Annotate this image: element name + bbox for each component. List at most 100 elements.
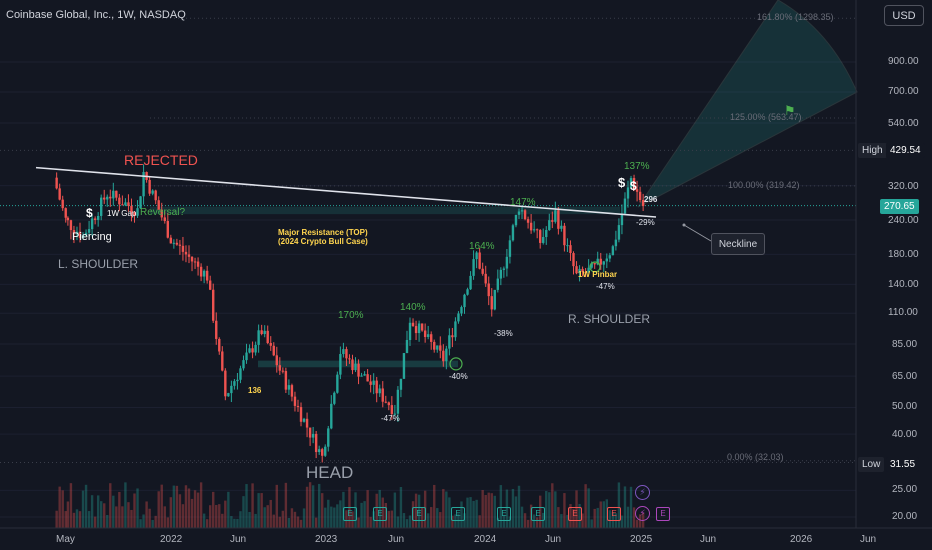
currency-button[interactable]: USD [884,5,924,26]
pct-drop-label: -29% [636,218,655,227]
candle-body [106,196,109,200]
candle-body [296,405,300,408]
volume-bar [548,492,551,528]
volume-bar [605,499,609,528]
volume-bar [414,493,418,528]
volume-bar [275,484,278,528]
volume-bar [575,490,578,528]
price-tick: 900.00 [888,56,919,67]
candle-body [190,256,194,262]
volume-bar [384,502,387,528]
candle-body [302,418,306,422]
volume-bar [281,510,285,528]
volume-bar [560,514,563,528]
earnings-icon[interactable]: E [412,507,426,521]
candle-body [563,225,566,246]
candle-body [317,449,321,453]
volume-bar [520,506,524,528]
earnings-icon[interactable]: E [497,507,511,521]
volume-bar [426,513,430,528]
earnings-icon[interactable]: E [343,507,357,521]
volume-bar [454,514,457,528]
volume-bar [508,516,512,528]
volume-bar [378,489,381,528]
piercing-annotation: Piercing [72,231,112,243]
volume-bar [190,498,194,528]
earnings-icon[interactable]: E [607,507,621,521]
volume-bar [563,493,566,528]
candle-body [299,407,303,422]
volume-bar [166,517,170,528]
lightning-event-icon[interactable]: ⚡ [635,506,650,521]
time-tick: Jun [860,534,877,545]
time-tick: Jun [388,534,405,545]
neckline [35,166,657,218]
candle-body [560,225,563,229]
earnings-icon[interactable]: E [531,507,545,521]
volume-bar [405,519,409,528]
candle-body [372,380,375,385]
grid [0,61,856,518]
candle-body [384,401,387,403]
volume-bar [608,510,612,528]
neckline-callout-pointer [683,224,712,242]
volume-bar [151,519,154,528]
volume-bar [566,514,569,528]
volume-bar [287,518,291,528]
volume-bar [242,496,245,528]
candle-body [605,258,609,262]
left-shoulder-label: L. SHOULDER [58,257,139,271]
candle-body [112,190,115,199]
candle-body [78,231,82,239]
candle-body [478,252,481,269]
volume-bar [587,488,590,528]
reversal-annotation: Reversal? [140,207,186,218]
candle-body [405,340,409,354]
candle-body [269,343,272,346]
candle-body [278,365,282,371]
volume-bar [260,493,263,528]
time-tick: 2022 [160,534,183,545]
candle-body [587,267,590,273]
earnings-icon[interactable]: E [373,507,387,521]
volume-bar [366,490,369,528]
volume-bar [61,490,64,528]
candle-body [554,210,557,222]
price-tick: 85.00 [892,339,918,350]
lightning-event-icon[interactable]: ⚡ [635,485,650,500]
candle-body [623,198,627,214]
volume-bar [626,506,630,528]
candle-body [248,348,251,353]
candle-body [517,211,521,215]
candle-body [136,208,139,216]
event-icon[interactable]: E [656,507,670,521]
volume-bars [55,482,645,528]
price-tick: 25.00 [892,484,918,495]
resistance-annotation-title: Major Resistance (TOP) [278,228,368,237]
candle-body [103,197,106,200]
volume-bar [58,486,61,528]
candle-body [611,246,615,256]
time-tick: 2025 [630,534,653,545]
candle-body [490,296,493,310]
volume-bar [99,501,103,528]
candle-body [133,212,136,216]
earnings-icon[interactable]: E [568,507,582,521]
candle-body [354,363,357,371]
candle-body [151,190,154,194]
volume-bar [266,505,269,528]
volume-bar [336,504,339,528]
dollar-marker-left: $ [86,206,93,220]
candle-body [172,242,176,244]
volume-bar [375,493,378,528]
pct-gain-label: 140% [400,302,426,313]
volume-bar [493,495,496,528]
fib-target-fan [637,0,858,208]
volume-bar [511,488,515,528]
earnings-icon[interactable]: E [451,507,465,521]
candle-body [199,266,203,277]
candle-body [208,280,212,290]
candle-body [330,403,333,429]
trend-lines [35,166,712,242]
